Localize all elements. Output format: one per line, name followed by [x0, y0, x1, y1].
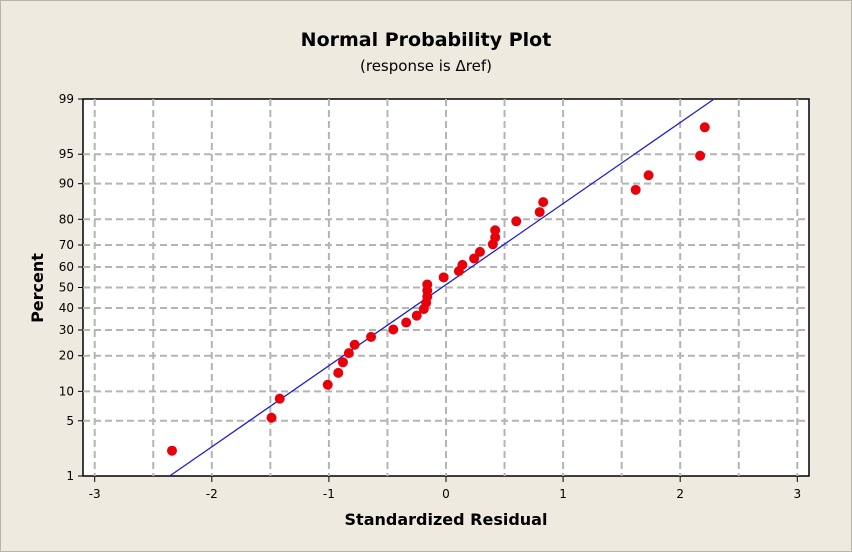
data-point: [695, 150, 706, 161]
x-axis: -3 -2 -1 0 1 2 3: [89, 476, 801, 501]
y-tick-label: 50: [59, 281, 74, 295]
data-point: [333, 367, 344, 378]
data-points: [166, 122, 710, 456]
data-point: [266, 412, 277, 423]
x-axis-title: Standardized Residual: [345, 510, 548, 529]
y-tick-label: 80: [59, 212, 74, 226]
data-point: [469, 253, 480, 264]
x-tick-label: -3: [89, 487, 101, 501]
x-tick-label: -2: [206, 487, 218, 501]
data-point: [511, 216, 522, 227]
y-tick-label: 90: [59, 177, 74, 191]
y-tick-label: 70: [59, 238, 74, 252]
data-point: [699, 122, 710, 133]
y-tick-label: 1: [66, 469, 74, 483]
data-point: [337, 357, 348, 368]
x-tick-label: 1: [559, 487, 567, 501]
data-point: [274, 393, 285, 404]
data-point: [366, 331, 377, 342]
x-tick-label: 3: [793, 487, 801, 501]
data-point: [457, 259, 468, 270]
data-point: [474, 246, 485, 257]
data-point: [538, 197, 549, 208]
y-axis-title: Percent: [28, 253, 47, 323]
data-point: [490, 232, 501, 243]
data-point: [411, 310, 422, 321]
data-point: [349, 339, 360, 350]
x-tick-label: -1: [323, 487, 335, 501]
y-tick-label: 20: [59, 349, 74, 363]
y-tick-label: 5: [66, 414, 74, 428]
x-tick-label: 0: [442, 487, 450, 501]
data-point: [388, 324, 399, 335]
x-tick-label: 2: [676, 487, 684, 501]
data-point: [322, 379, 333, 390]
fit-line: [169, 98, 715, 477]
fit-line-group: [169, 98, 715, 477]
data-point: [343, 348, 354, 359]
data-point: [643, 170, 654, 181]
data-point: [534, 207, 545, 218]
data-point: [490, 225, 501, 236]
y-tick-label: 10: [59, 384, 74, 398]
data-point: [166, 445, 177, 456]
y-tick-label: 60: [59, 260, 74, 274]
data-point: [422, 279, 433, 290]
y-tick-label: 30: [59, 323, 74, 337]
chart-subtitle: (response is Δref): [360, 57, 492, 75]
data-point: [438, 272, 449, 283]
data-point: [630, 184, 641, 195]
y-tick-label: 99: [59, 92, 74, 106]
data-point: [401, 317, 412, 328]
y-axis: 1 5 10 20 30 40 50 60 70 80 90 95 99: [59, 92, 83, 483]
y-tick-label: 95: [59, 147, 74, 161]
chart-title: Normal Probability Plot: [300, 29, 552, 51]
y-tick-label: 40: [59, 301, 74, 315]
